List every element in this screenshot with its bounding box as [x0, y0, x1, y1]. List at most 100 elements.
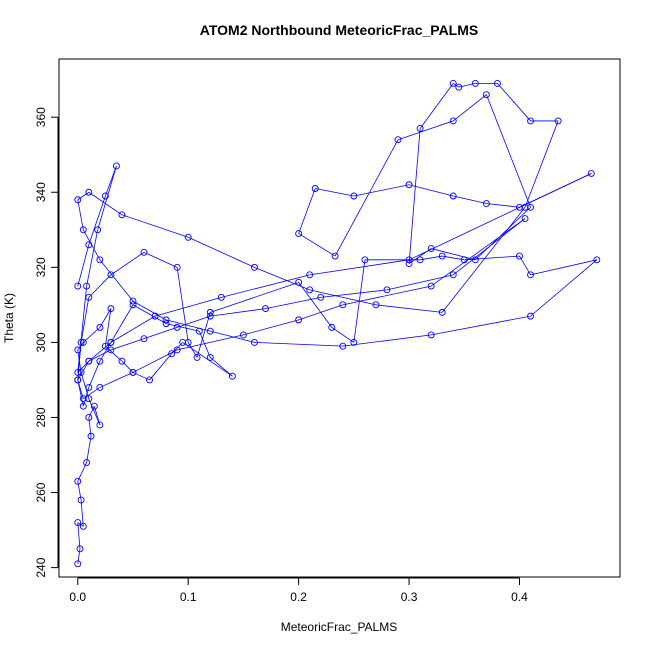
series-line-segment	[97, 165, 117, 230]
series-line-segment	[298, 304, 343, 321]
series-line-segment	[143, 327, 178, 340]
data-point	[405, 181, 413, 189]
data-point	[593, 256, 601, 264]
series-line-segment	[430, 218, 526, 287]
data-point	[87, 432, 95, 440]
series-line-segment	[210, 330, 255, 343]
x-axis: 0.0 0.1 0.2 0.3 0.4	[69, 577, 528, 604]
series-line-segment	[375, 304, 443, 313]
data-point	[107, 346, 115, 354]
series-line-segment	[77, 462, 87, 482]
data-point	[339, 342, 347, 350]
data-point	[74, 346, 82, 354]
data-point	[85, 188, 93, 196]
series-line-segment	[452, 218, 526, 276]
data-point	[129, 297, 137, 305]
data-point	[184, 338, 192, 346]
y-tick-label: 300	[34, 332, 48, 352]
data-point	[427, 282, 435, 290]
series-line-segment	[110, 338, 145, 351]
series-line-segment	[88, 406, 95, 418]
series-line-segment	[110, 315, 156, 343]
data-point	[118, 357, 126, 365]
series-line-segment	[342, 334, 432, 347]
data-point	[77, 368, 85, 376]
data-point	[372, 301, 380, 309]
data-point	[383, 286, 391, 294]
data-point	[151, 312, 159, 320]
data-point	[85, 241, 93, 249]
data-point	[427, 245, 435, 253]
data-point	[306, 286, 314, 294]
series-line-segment	[309, 289, 377, 306]
data-point	[83, 459, 91, 466]
series-line-segment	[408, 184, 454, 197]
series-line-segment	[298, 188, 316, 234]
series-line-segment	[298, 233, 336, 257]
data-point	[140, 248, 148, 256]
data-point	[85, 395, 93, 403]
series-line-segment	[353, 184, 410, 197]
y-tick-label: 280	[34, 407, 48, 427]
chart-title: ATOM2 Northbound MeteoricFrac_PALMS	[200, 22, 478, 38]
y-tick-label: 360	[34, 107, 48, 127]
data-point	[328, 323, 336, 331]
data-point	[295, 316, 303, 324]
data-point	[193, 353, 201, 361]
plot-area	[58, 58, 621, 578]
data-point	[107, 338, 115, 346]
data-point	[516, 203, 523, 211]
data-point	[251, 338, 258, 346]
data-point	[74, 196, 82, 204]
series-line-segment	[334, 139, 399, 257]
series-line-segment	[132, 304, 167, 324]
data-point	[74, 477, 82, 485]
data-point	[79, 402, 87, 410]
data-point	[306, 271, 314, 279]
series-line-segment	[149, 353, 172, 381]
series-line-segment	[196, 312, 211, 358]
series-line-segment	[110, 304, 134, 343]
data-point	[482, 91, 490, 99]
data-point	[74, 282, 82, 290]
series-line-segment	[486, 203, 520, 208]
series-line-segment	[530, 259, 598, 317]
series-line-segment	[475, 206, 531, 261]
data-point	[74, 519, 82, 527]
data-point	[438, 308, 446, 316]
data-point	[449, 271, 457, 279]
data-point	[85, 414, 93, 421]
data-point	[449, 192, 457, 200]
series-line-segment	[408, 173, 592, 261]
data-point	[493, 79, 501, 87]
series-line-segment	[497, 83, 531, 122]
data-point	[262, 305, 269, 313]
data-point	[94, 226, 102, 234]
x-tick-label: 0.0	[69, 590, 86, 604]
data-point	[79, 338, 87, 346]
series-line-segment	[88, 398, 101, 426]
series-line-segment	[80, 500, 84, 527]
series-line-segment	[453, 195, 487, 204]
series-line-segment	[99, 372, 134, 388]
data-point	[521, 203, 529, 211]
series-line-segment	[442, 255, 465, 261]
data-point	[521, 215, 529, 222]
data-point	[162, 316, 170, 324]
series-line-segment	[397, 120, 454, 141]
data-point	[295, 230, 303, 237]
series-line-segment	[188, 236, 255, 268]
data-point	[83, 282, 91, 290]
series-line-segment	[77, 199, 84, 230]
data-point	[405, 260, 413, 268]
data-point	[79, 395, 87, 403]
series-line-segment	[265, 296, 321, 310]
x-tick-label: 0.1	[180, 590, 197, 604]
x-tick-label: 0.4	[511, 590, 528, 604]
data-point	[587, 170, 595, 177]
data-point	[438, 252, 446, 260]
data-point	[173, 346, 181, 354]
series-line-segment	[166, 323, 200, 332]
series-line-segment	[104, 308, 112, 347]
series-line-segment	[121, 214, 189, 238]
